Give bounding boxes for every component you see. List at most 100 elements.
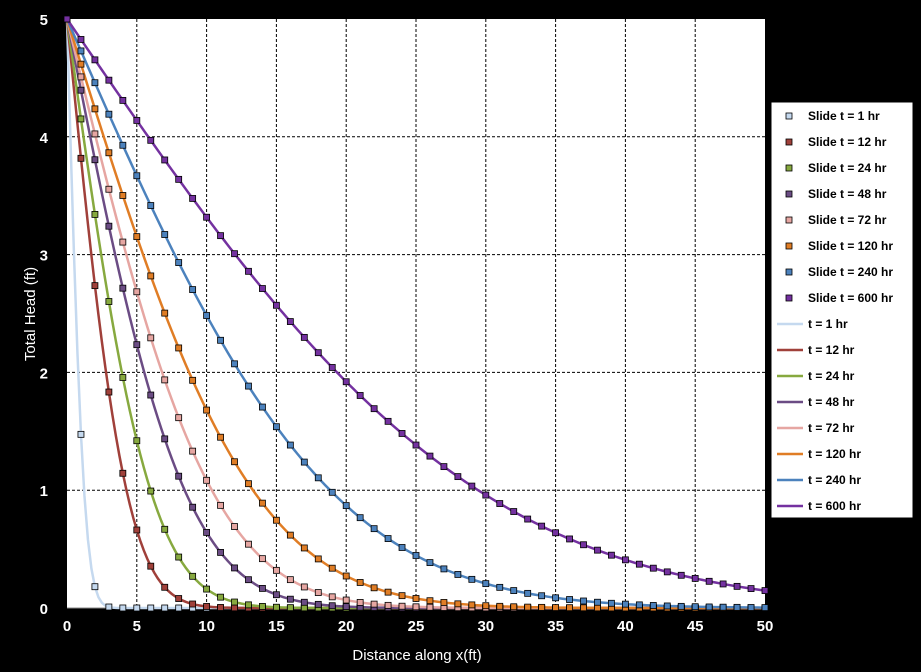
- data-point: [175, 595, 183, 602]
- data-point: [91, 156, 99, 164]
- data-point: [356, 392, 364, 399]
- data-point: [635, 560, 643, 568]
- data-point: [314, 474, 322, 482]
- data-point: [300, 458, 308, 466]
- data-point: [147, 334, 155, 342]
- data-point: [63, 15, 71, 23]
- legend-label: t = 120 hr: [808, 447, 861, 461]
- data-point: [356, 514, 364, 522]
- data-point: [175, 175, 183, 183]
- data-point: [245, 540, 252, 548]
- data-point: [649, 602, 657, 609]
- data-point: [524, 603, 532, 611]
- data-point: [231, 564, 238, 572]
- data-point: [454, 600, 462, 608]
- data-point: [91, 56, 99, 64]
- data-point: [370, 584, 378, 592]
- data-point: [245, 267, 252, 275]
- data-point: [175, 604, 183, 612]
- x-tick-label: 20: [338, 618, 355, 635]
- data-point: [426, 452, 434, 460]
- data-point: [635, 601, 643, 609]
- data-point: [314, 600, 322, 608]
- legend-label: t = 600 hr: [808, 499, 861, 513]
- data-point: [300, 544, 308, 552]
- x-tick-label: 45: [687, 618, 704, 635]
- data-point: [747, 585, 755, 592]
- data-point: [580, 604, 587, 612]
- data-point: [622, 556, 629, 564]
- data-point: [91, 211, 99, 218]
- legend-label: Slide t = 120 hr: [808, 239, 893, 253]
- data-point: [468, 482, 476, 490]
- data-point: [300, 604, 308, 612]
- data-point: [705, 577, 713, 585]
- data-point: [161, 525, 169, 533]
- legend-marker-swatch: [785, 138, 793, 146]
- data-point: [370, 405, 378, 413]
- legend-label: Slide t = 72 hr: [808, 213, 887, 227]
- data-point: [482, 602, 490, 610]
- data-point: [105, 222, 113, 230]
- data-point: [259, 499, 266, 507]
- data-point: [342, 572, 350, 580]
- data-point: [105, 76, 113, 84]
- data-point: [77, 154, 85, 162]
- x-tick-label: 10: [198, 618, 215, 635]
- data-point: [733, 582, 741, 590]
- data-point: [426, 603, 434, 611]
- data-point: [608, 551, 615, 559]
- data-point: [77, 36, 85, 43]
- data-point: [259, 403, 266, 411]
- data-point: [370, 600, 378, 608]
- data-point: [203, 213, 211, 221]
- data-point: [217, 232, 224, 240]
- data-point: [524, 515, 532, 523]
- legend-label: Slide t = 48 hr: [808, 187, 887, 201]
- data-point: [468, 601, 476, 609]
- data-point: [91, 105, 99, 113]
- data-point: [496, 500, 504, 507]
- data-point: [203, 603, 211, 610]
- data-point: [342, 502, 350, 509]
- data-point: [231, 523, 238, 530]
- data-point: [272, 516, 280, 524]
- data-point: [105, 388, 113, 396]
- y-tick-label: 3: [40, 248, 48, 265]
- data-point: [328, 602, 336, 610]
- data-point: [119, 284, 127, 292]
- data-point: [189, 286, 197, 293]
- data-point: [398, 592, 406, 600]
- data-point: [286, 318, 294, 325]
- data-point: [217, 433, 224, 441]
- data-point: [663, 568, 671, 576]
- data-point: [147, 487, 155, 495]
- data-point: [119, 192, 127, 199]
- data-point: [398, 544, 406, 551]
- legend-marker-swatch: [785, 216, 793, 224]
- data-point: [286, 595, 294, 603]
- y-tick-label: 5: [40, 12, 48, 29]
- data-point: [203, 312, 211, 319]
- legend-box: [770, 101, 914, 519]
- data-point: [454, 571, 462, 578]
- data-point: [175, 472, 183, 480]
- data-point: [161, 309, 169, 317]
- data-point: [272, 566, 280, 574]
- data-point: [719, 603, 727, 611]
- data-point: [552, 594, 559, 602]
- legend-marker-swatch: [785, 294, 793, 302]
- data-point: [342, 378, 350, 386]
- data-point: [747, 604, 755, 611]
- data-point: [189, 447, 197, 455]
- data-point: [328, 488, 336, 496]
- legend-label: Slide t = 1 hr: [808, 109, 880, 123]
- data-point: [203, 406, 211, 414]
- data-point: [203, 476, 211, 484]
- data-point: [105, 603, 113, 611]
- data-point: [245, 576, 252, 584]
- data-point: [580, 541, 587, 549]
- data-point: [566, 604, 573, 612]
- data-point: [175, 553, 183, 561]
- data-point: [245, 382, 252, 390]
